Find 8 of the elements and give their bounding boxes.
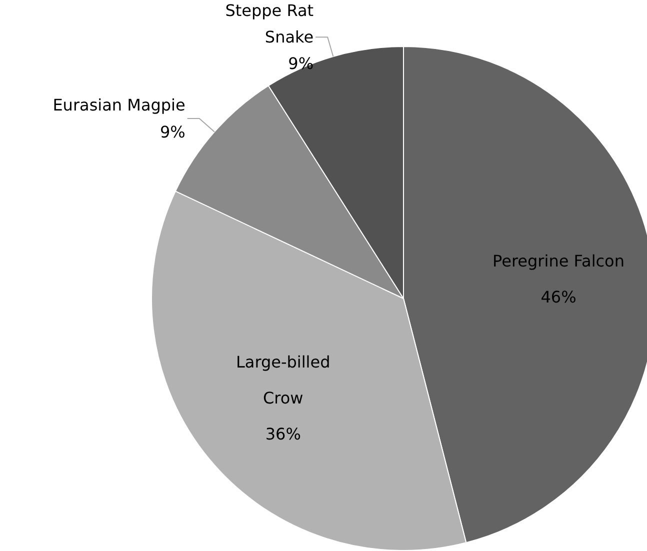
slice-label: Peregrine Falcon bbox=[492, 251, 624, 270]
data-label: 36% bbox=[265, 424, 301, 444]
slice-label: Steppe Rat Snake bbox=[225, 1, 314, 47]
data-label: 9% bbox=[288, 54, 314, 74]
slice-label: Eurasian Magpie bbox=[52, 96, 186, 115]
data-label: 46% bbox=[540, 287, 576, 306]
slice-label: Large-billed Crow bbox=[236, 352, 330, 408]
data-label: 9% bbox=[160, 122, 186, 142]
